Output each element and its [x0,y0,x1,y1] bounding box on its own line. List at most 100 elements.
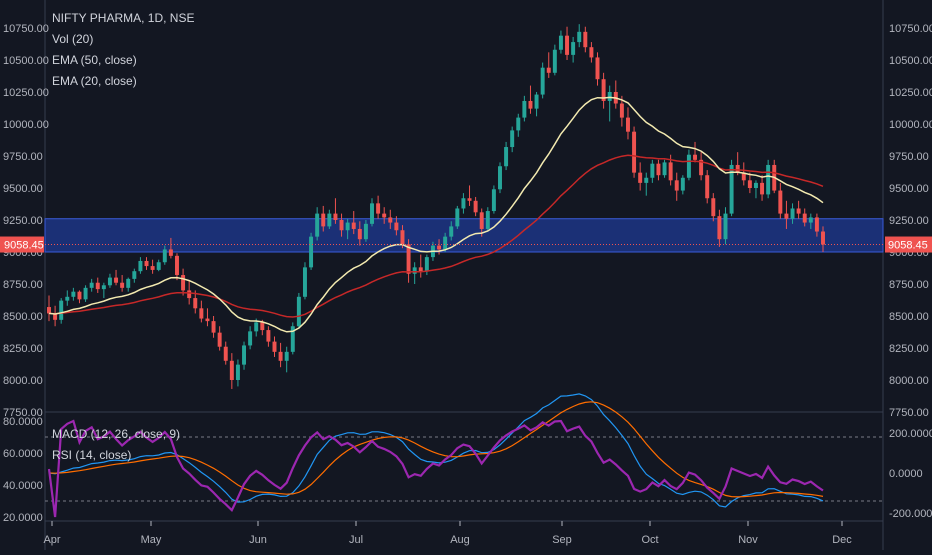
candle-body [394,222,399,231]
candle-body [120,282,125,288]
price-tick-left: 9500.00 [3,183,43,195]
time-label: Apr [43,534,60,546]
last-price-badge-left [0,236,44,253]
candle-body [101,285,106,290]
candle-body [461,198,466,209]
candle-body [315,213,320,237]
legend-macd: MACD (12, 26, close, 9) [52,427,181,441]
candle-body [59,300,64,320]
candle-body [248,331,253,346]
candle-body [437,245,442,250]
candle-body [242,345,247,365]
candle-body [83,287,88,300]
candle-body [577,31,582,43]
candle-body [187,290,192,299]
candle-body [808,217,813,223]
candle-body [211,321,216,333]
rsi-line [47,419,824,518]
candle-body [656,163,661,176]
macd-tick: -200.0000 [889,508,932,520]
price-tick-right: 8250.00 [889,343,929,355]
price-tick-left: 7750.00 [3,407,43,419]
candle-body [278,351,283,361]
candle-body [376,203,381,214]
candle-body [327,213,332,227]
legend-rsi: RSI (14, close) [52,448,132,462]
candle-body [729,164,734,214]
candle-body [235,364,240,380]
price-tick-right: 9250.00 [889,215,929,227]
price-tick-right: 9500.00 [889,183,929,195]
macd-signal-line [48,401,824,498]
candle-body [223,346,228,361]
candle-body [162,249,167,263]
candle-body [132,271,137,279]
time-label: Jun [249,534,267,546]
candle-body [89,282,94,288]
candle-body [814,217,819,232]
candle-body [498,166,502,190]
candle-body [473,200,478,213]
candle-body [766,164,771,195]
candle-body [290,326,295,352]
candle-body [522,100,527,118]
time-label: May [141,534,162,546]
price-tick-left: 8250.00 [3,343,43,355]
price-tick-right: 7750.00 [889,407,929,419]
sub-legend: MACD (12, 26, close, 9) RSI (14, close) [52,424,180,466]
candle-body [71,291,76,297]
macd-line [48,393,824,508]
legend-ema50: EMA (50, close) [52,53,137,67]
candle-body [747,180,752,188]
candle-body [254,322,259,332]
candle-body [412,267,417,274]
candle-body [443,236,448,250]
candle-body [735,164,740,173]
candle-body [260,322,265,331]
candle-body [644,177,649,183]
candle-body [778,190,783,214]
candle-body [455,208,460,227]
candle-body [357,228,362,240]
candle-body [607,92,612,101]
candle-body [790,208,795,219]
candle-body [662,162,667,176]
last-price-badge-right [885,236,932,253]
candle-body [711,198,716,217]
rsi-tick: 20.0000 [3,512,43,524]
candle-body [363,223,368,240]
candle-body [65,296,70,301]
candle-body [284,351,289,361]
candle-body [95,282,100,290]
price-tick-right: 8500.00 [889,311,929,323]
candle-body [156,262,161,270]
time-label: Dec [832,534,852,546]
price-tick-left: 9250.00 [3,215,43,227]
candle-body [760,182,765,195]
price-tick-left: 8000.00 [3,375,43,387]
candle-body [638,172,643,183]
candle-body [205,318,210,322]
candle-body [217,332,222,347]
candle-body [686,154,691,178]
candle-body [467,198,472,201]
candle-body [479,212,484,229]
candle-body [272,341,277,352]
candle-body [418,267,423,272]
price-tick-right: 10000.00 [889,119,932,131]
candle-body [528,100,533,109]
price-tick-left: 10250.00 [3,87,49,99]
candle-body [723,213,728,240]
candle-body [321,213,326,227]
candle-body [504,147,509,167]
candle-body [138,260,143,272]
candle-body [388,217,393,223]
time-label: Oct [641,534,658,546]
candle-body [53,313,58,320]
candle-body [717,216,722,240]
candle-body [534,94,539,109]
candle-body [175,255,179,276]
price-tick-right: 10250.00 [889,87,932,99]
